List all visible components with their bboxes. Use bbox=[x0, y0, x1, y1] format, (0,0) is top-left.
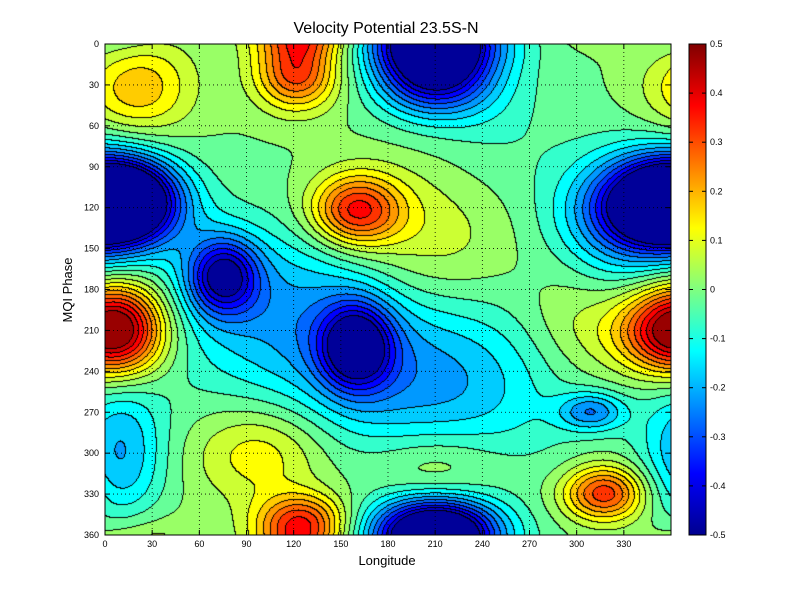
y-tick-label: 30 bbox=[89, 80, 99, 90]
x-axis-label: Longitude bbox=[358, 553, 415, 568]
colorbar-tick-label: 0.2 bbox=[710, 186, 723, 196]
colorbar-tick-label: 0 bbox=[710, 285, 715, 295]
x-tick-label: 150 bbox=[333, 539, 348, 549]
x-tick-label: 210 bbox=[428, 539, 443, 549]
x-tick-label: 180 bbox=[380, 539, 395, 549]
y-tick-label: 300 bbox=[84, 448, 99, 458]
x-tick-label: 30 bbox=[147, 539, 157, 549]
colorbar-tick-label: 0.1 bbox=[710, 235, 723, 245]
y-tick-label: 90 bbox=[89, 162, 99, 172]
y-axis-ticks: 0 30 60 90 120 150 180 210 240 270 300 330 360 bbox=[84, 39, 671, 540]
y-tick-label: 60 bbox=[89, 121, 99, 131]
colorbar-tick-label: 0.5 bbox=[710, 39, 723, 49]
y-tick-label: 120 bbox=[84, 203, 99, 213]
y-axis-label: MQI Phase bbox=[60, 257, 75, 322]
x-tick-label: 90 bbox=[241, 539, 251, 549]
x-axis-ticks: 0 30 60 90 120 150 180 210 240 270 300 330 bbox=[102, 44, 631, 549]
chart-title: Velocity Potential 23.5S-N bbox=[294, 20, 479, 37]
contour-field bbox=[105, 44, 671, 535]
x-tick-label: 300 bbox=[569, 539, 584, 549]
colorbar-tick-label: -0.3 bbox=[710, 432, 726, 442]
y-tick-label: 150 bbox=[84, 244, 99, 254]
colorbar-tick-label: -0.2 bbox=[710, 383, 726, 393]
colorbar: 0.5 0.4 0.3 0.2 0.1 0 -0.1 -0.2 -0.3 -0.4 -0.5 bbox=[688, 39, 726, 540]
x-tick-label: 120 bbox=[286, 539, 301, 549]
plot-area: 0 30 60 90 120 150 180 210 240 270 300 330 0 30 60 90 1… bbox=[84, 39, 672, 549]
colorbar-tick-label: 0.4 bbox=[710, 88, 723, 98]
colorbar-tick-label: -0.1 bbox=[710, 334, 726, 344]
x-tick-label: 270 bbox=[522, 539, 537, 549]
colorbar-tick-label: 0.3 bbox=[710, 137, 723, 147]
y-tick-label: 360 bbox=[84, 530, 99, 540]
y-tick-label: 0 bbox=[94, 39, 99, 49]
colorbar-tick-label: -0.4 bbox=[710, 481, 726, 491]
y-tick-label: 240 bbox=[84, 366, 99, 376]
x-tick-label: 240 bbox=[475, 539, 490, 549]
y-tick-label: 330 bbox=[84, 489, 99, 499]
x-tick-label: 330 bbox=[616, 539, 631, 549]
colorbar-ticks: 0.5 0.4 0.3 0.2 0.1 0 -0.1 -0.2 -0.3 -0.4 -0.5 bbox=[689, 39, 726, 540]
x-tick-label: 0 bbox=[102, 539, 107, 549]
y-tick-label: 180 bbox=[84, 285, 99, 295]
x-tick-label: 60 bbox=[194, 539, 204, 549]
y-tick-label: 210 bbox=[84, 325, 99, 335]
y-tick-label: 270 bbox=[84, 407, 99, 417]
colorbar-tick-label: -0.5 bbox=[710, 530, 726, 540]
